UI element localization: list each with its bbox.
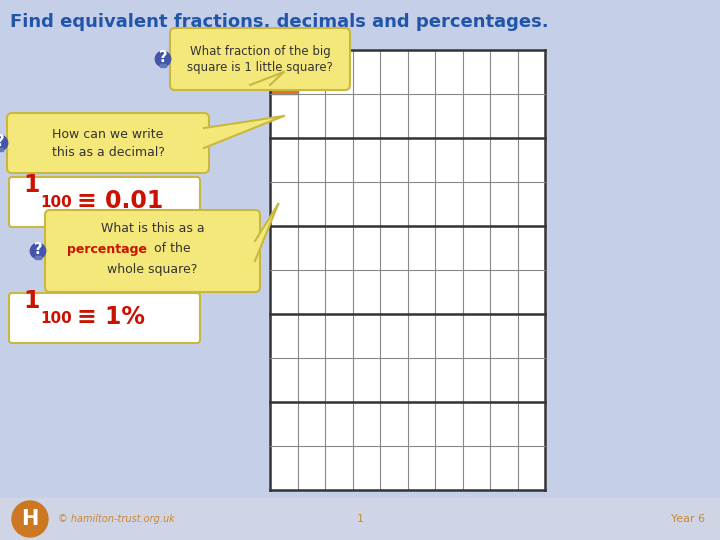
Text: this as a decimal?: this as a decimal? (52, 145, 164, 159)
Text: whole square?: whole square? (107, 262, 198, 275)
Bar (161, 64, 166, 67)
FancyBboxPatch shape (170, 28, 350, 90)
Text: of the: of the (150, 242, 190, 255)
Text: 100: 100 (40, 311, 72, 326)
Text: H: H (22, 509, 39, 529)
Text: ?: ? (34, 241, 42, 256)
Text: ?: ? (0, 133, 4, 148)
Text: ?: ? (158, 50, 167, 64)
Text: ≡ 0.01: ≡ 0.01 (77, 189, 163, 213)
Text: percentage: percentage (68, 242, 148, 255)
Polygon shape (204, 116, 284, 148)
FancyBboxPatch shape (9, 293, 200, 343)
Text: What fraction of the big: What fraction of the big (189, 44, 330, 57)
Polygon shape (255, 204, 278, 261)
Bar (0, 498, 720, 540)
Text: 1: 1 (24, 289, 40, 313)
Polygon shape (250, 72, 284, 85)
Text: 1: 1 (24, 173, 40, 197)
FancyBboxPatch shape (7, 113, 209, 173)
Bar (270, 50, 297, 94)
Text: Find equivalent fractions, decimals and percentages.: Find equivalent fractions, decimals and … (10, 13, 549, 31)
Text: © hamilton-trust.org.uk: © hamilton-trust.org.uk (58, 514, 175, 524)
Text: 1: 1 (356, 514, 364, 524)
FancyBboxPatch shape (45, 210, 260, 292)
Text: ≡ 1%: ≡ 1% (77, 305, 145, 329)
Text: What is this as a: What is this as a (101, 222, 204, 235)
Bar (270, 50, 545, 490)
FancyBboxPatch shape (9, 177, 200, 227)
Bar (35, 256, 40, 259)
Circle shape (0, 136, 8, 151)
Bar (0, 148, 3, 151)
Circle shape (156, 51, 171, 67)
Text: 100: 100 (40, 195, 72, 210)
Text: How can we write: How can we write (53, 127, 163, 140)
Text: Year 6: Year 6 (671, 514, 705, 524)
Circle shape (30, 244, 45, 259)
Text: square is 1 little square?: square is 1 little square? (187, 60, 333, 73)
Circle shape (12, 501, 48, 537)
